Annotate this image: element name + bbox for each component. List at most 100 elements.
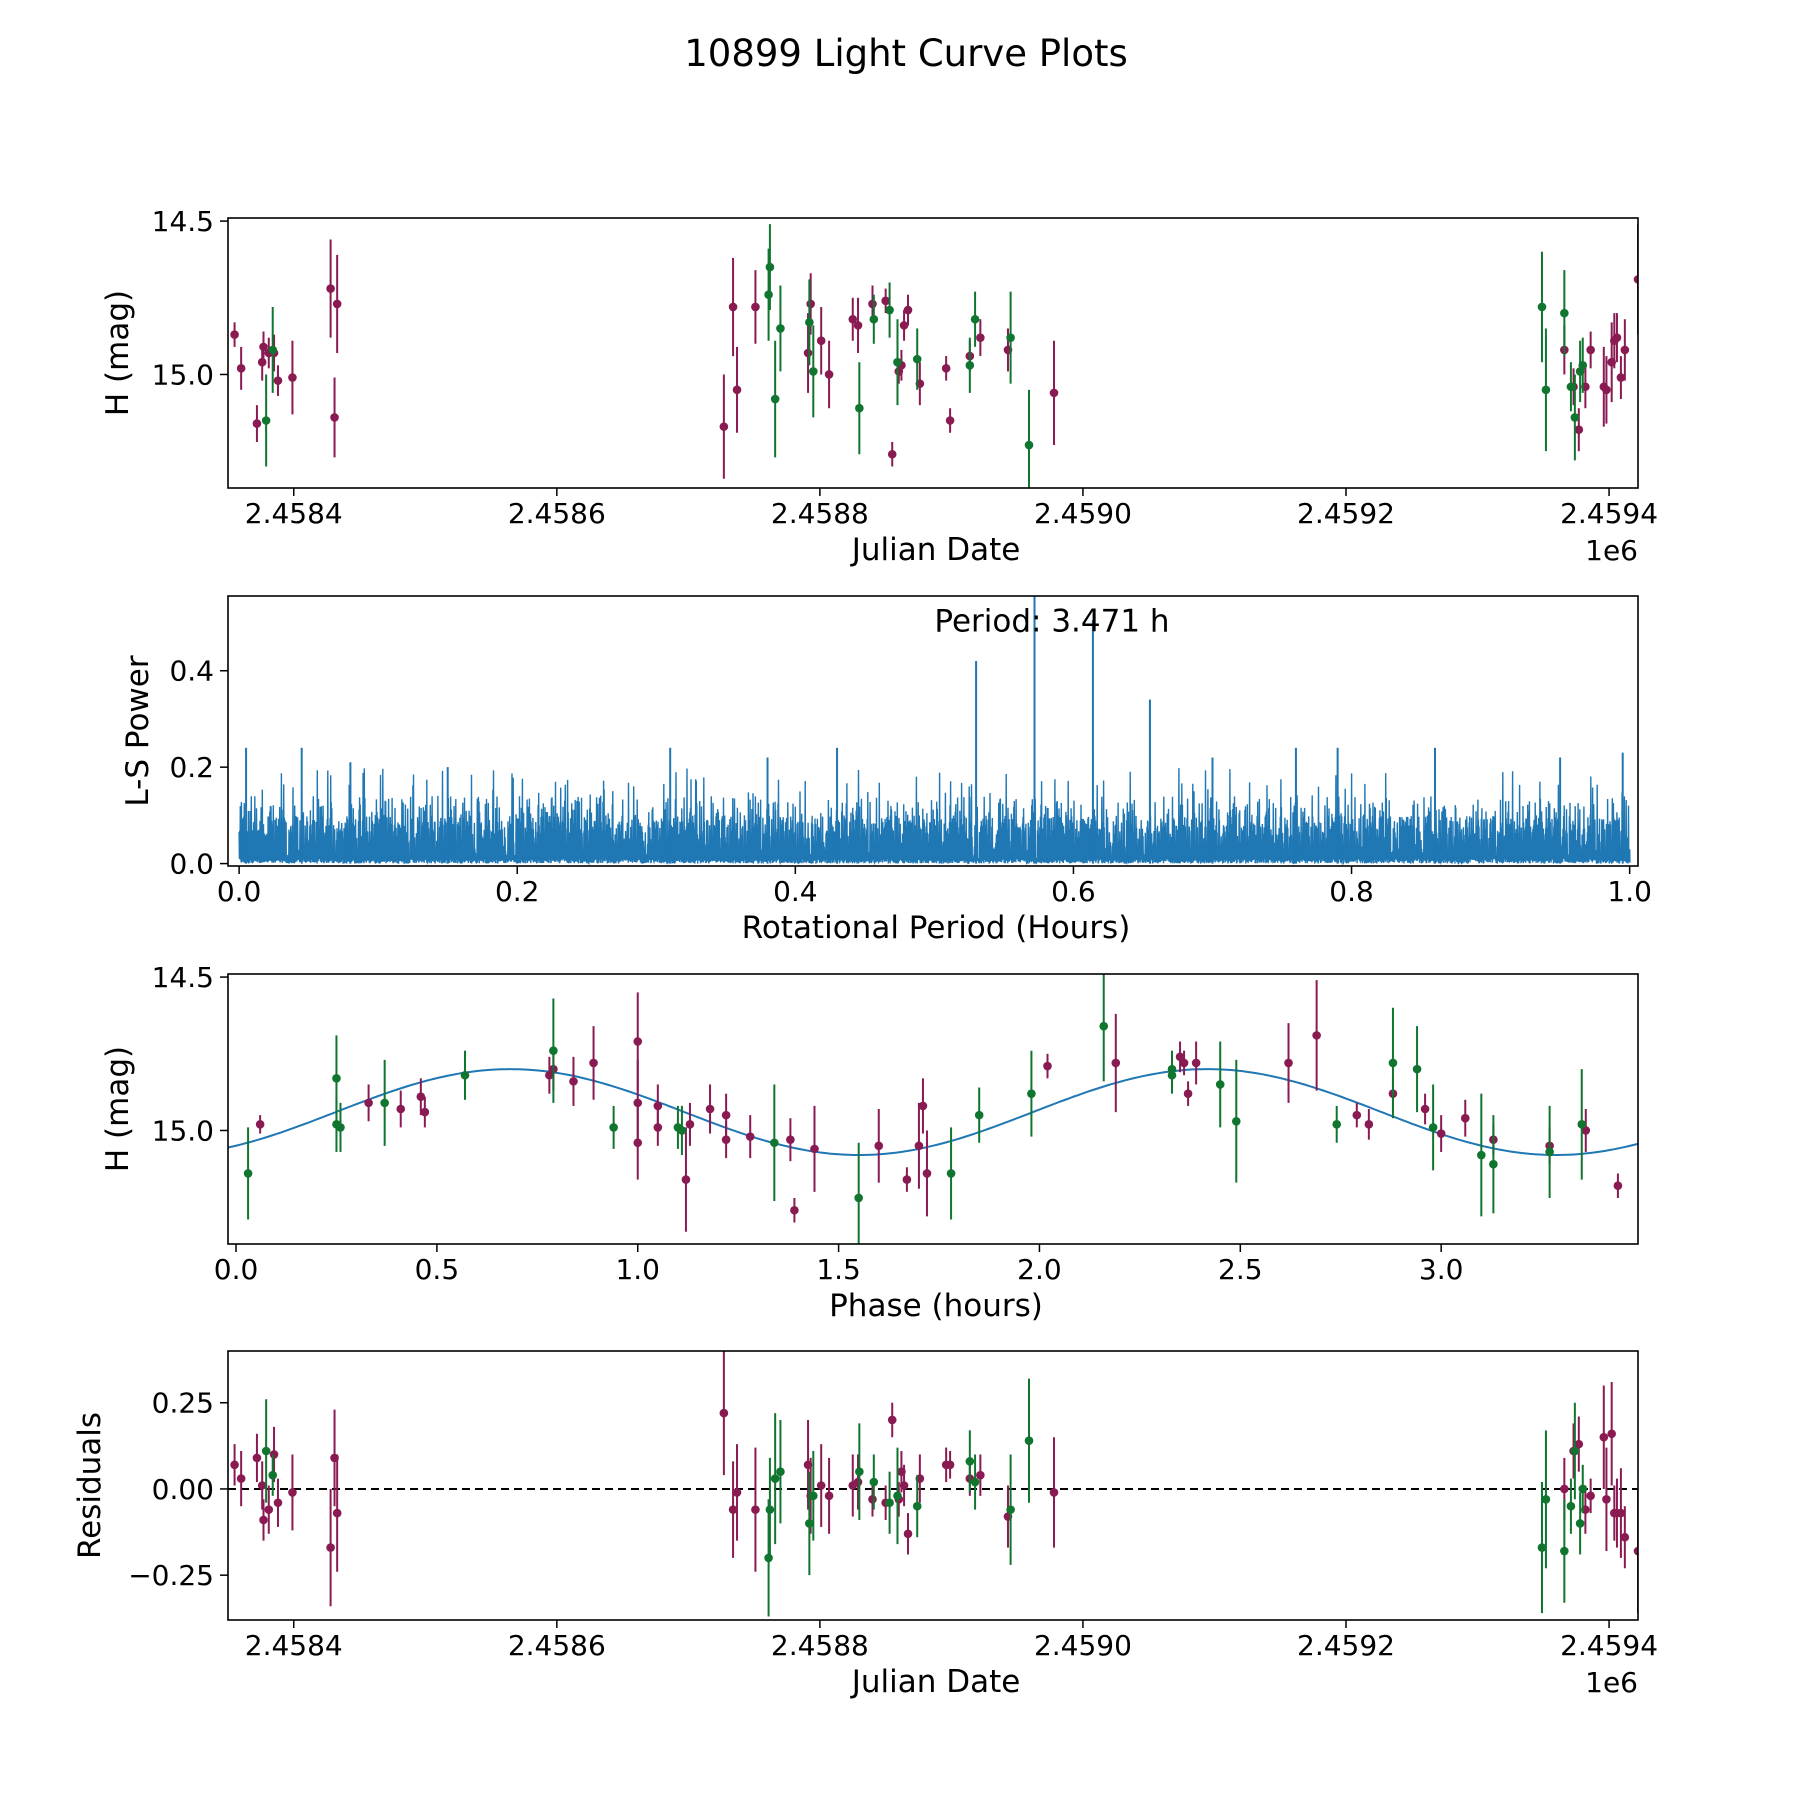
data-marker: [805, 318, 814, 327]
data-marker: [853, 321, 863, 330]
data-point: [790, 1197, 799, 1223]
data-marker: [721, 1110, 731, 1120]
data-point: [1620, 1506, 1630, 1569]
data-point: [1570, 374, 1580, 461]
series-green: [261, 1378, 1588, 1617]
x-tick-label: 1.0: [1607, 875, 1652, 908]
data-point: [330, 377, 339, 458]
data-point: [970, 291, 980, 347]
data-point: [336, 1102, 345, 1152]
period-annotation: Period: 3.471 h: [934, 604, 1169, 640]
data-point: [855, 1423, 864, 1520]
data-marker: [786, 1135, 795, 1144]
data-marker: [816, 1481, 826, 1490]
data-marker: [1578, 360, 1588, 370]
data-point: [721, 1093, 731, 1137]
data-point: [1460, 1099, 1470, 1137]
data-point: [976, 1454, 985, 1496]
data-marker: [1574, 425, 1584, 435]
data-point: [918, 1078, 928, 1134]
data-marker: [751, 1505, 760, 1514]
data-marker: [887, 449, 897, 459]
data-marker: [941, 364, 951, 373]
data-point: [816, 1444, 826, 1527]
y-tick-label: 0.00: [152, 1473, 214, 1506]
data-point: [1613, 1173, 1623, 1198]
data-marker: [965, 360, 975, 370]
data-marker: [893, 1491, 902, 1501]
data-point: [252, 405, 262, 442]
data-marker: [255, 1120, 265, 1129]
data-marker: [885, 1498, 894, 1508]
data-marker: [336, 1123, 345, 1132]
data-marker: [974, 1110, 984, 1120]
data-point: [273, 1478, 283, 1527]
data-point: [364, 1084, 373, 1122]
data-marker: [732, 385, 742, 395]
data-point: [728, 1461, 738, 1558]
data-point: [1332, 1105, 1342, 1143]
subplots: 2.4584 2.4586 2.4588 2.4590 2.4592 2.4594 15.0…: [72, 205, 1658, 1700]
data-point: [776, 285, 785, 372]
data-marker: [677, 1126, 687, 1135]
data-point: [732, 346, 742, 433]
data-point: [1566, 362, 1576, 412]
data-point: [1352, 1102, 1362, 1128]
data-point: [1049, 1437, 1059, 1548]
data-point: [1633, 1488, 1638, 1614]
data-marker: [268, 1470, 278, 1480]
data-point: [1537, 251, 1547, 363]
data-point: [786, 1118, 795, 1162]
data-point: [1575, 1492, 1585, 1555]
data-point: [1541, 1430, 1551, 1569]
data-marker: [885, 305, 894, 315]
data-marker: [1616, 373, 1626, 382]
data-point: [1024, 1378, 1034, 1503]
data-marker: [790, 1205, 799, 1215]
data-point: [770, 340, 780, 458]
data-point: [396, 1090, 406, 1128]
data-point: [854, 1142, 863, 1244]
data-marker: [1560, 1484, 1569, 1494]
x-tick-label: 2.4590: [1034, 497, 1132, 530]
data-marker: [1477, 1150, 1486, 1160]
data-point: [705, 1084, 715, 1134]
data-point: [719, 1351, 729, 1476]
data-point: [332, 254, 342, 353]
y-tick-label: 15.0: [152, 1114, 214, 1147]
data-point: [899, 310, 909, 341]
data-point: [809, 1451, 818, 1541]
data-point: [764, 248, 773, 341]
figure-title: 10899 Light Curve Plots: [684, 32, 1128, 75]
data-marker: [855, 403, 864, 413]
data-marker: [460, 1070, 470, 1080]
data-marker: [868, 1494, 877, 1504]
data-point: [230, 1444, 239, 1486]
data-marker: [396, 1104, 406, 1114]
data-marker: [609, 1123, 618, 1132]
data-marker: [728, 1505, 738, 1514]
data-point: [1570, 1402, 1580, 1500]
data-point: [805, 279, 814, 366]
data-point: [764, 1499, 773, 1617]
data-point: [633, 1105, 643, 1180]
data-marker: [1284, 1058, 1293, 1068]
data-marker: [1175, 1052, 1185, 1062]
data-marker: [259, 1515, 268, 1525]
data-point: [1581, 1109, 1591, 1152]
data-point: [1167, 1056, 1177, 1094]
data-marker: [420, 1107, 430, 1117]
data-point: [824, 1457, 834, 1534]
data-point: [1599, 1385, 1609, 1489]
x-tick-label: 2.0: [1017, 1253, 1062, 1286]
data-point: [1183, 1081, 1193, 1106]
data-marker: [770, 394, 780, 404]
series-red: [230, 1351, 1638, 1614]
data-marker: [545, 1070, 554, 1080]
data-point: [677, 1105, 687, 1156]
data-point: [1545, 1105, 1554, 1198]
data-marker: [899, 1481, 909, 1490]
data-point: [252, 1433, 262, 1483]
x-tick-label: 0.0: [217, 875, 262, 908]
